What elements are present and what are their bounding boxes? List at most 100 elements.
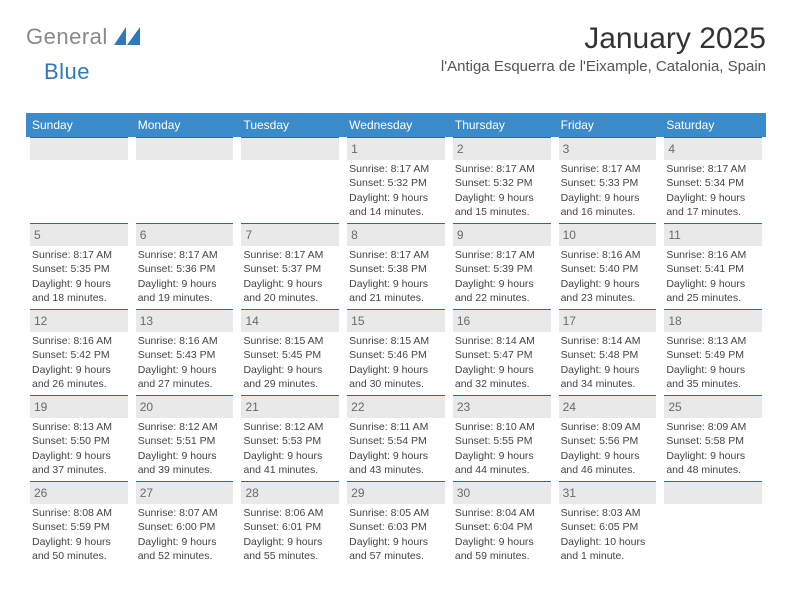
day-detail: Sunrise: 8:17 AMSunset: 5:32 PMDaylight:… <box>347 160 445 219</box>
daylight-text: Daylight: 9 hours and 26 minutes. <box>32 363 126 391</box>
day-number: 6 <box>136 223 234 246</box>
day-cell: 18Sunrise: 8:13 AMSunset: 5:49 PMDayligh… <box>660 309 766 395</box>
day-number: 8 <box>347 223 445 246</box>
daylight-text: Daylight: 9 hours and 30 minutes. <box>349 363 443 391</box>
sunrise-text: Sunrise: 8:17 AM <box>243 248 337 262</box>
sunset-text: Sunset: 6:01 PM <box>243 520 337 534</box>
weekday-header: Sunday <box>26 113 132 137</box>
day-cell: 5Sunrise: 8:17 AMSunset: 5:35 PMDaylight… <box>26 223 132 309</box>
sunrise-text: Sunrise: 8:09 AM <box>666 420 760 434</box>
day-cell: 14Sunrise: 8:15 AMSunset: 5:45 PMDayligh… <box>237 309 343 395</box>
day-cell: 23Sunrise: 8:10 AMSunset: 5:55 PMDayligh… <box>449 395 555 481</box>
weekday-header: Wednesday <box>343 113 449 137</box>
day-detail: Sunrise: 8:05 AMSunset: 6:03 PMDaylight:… <box>347 504 445 563</box>
sunrise-text: Sunrise: 8:17 AM <box>349 248 443 262</box>
day-detail: Sunrise: 8:17 AMSunset: 5:34 PMDaylight:… <box>664 160 762 219</box>
daylight-text: Daylight: 9 hours and 59 minutes. <box>455 535 549 563</box>
day-number: 14 <box>241 309 339 332</box>
week-row: 19 Sunrise: 8:13 AMSunset: 5:50 PM Dayligh… <box>26 395 766 481</box>
sunrise-text: Sunrise: 8:15 AM <box>349 334 443 348</box>
day-cell: 8Sunrise: 8:17 AMSunset: 5:38 PMDaylight… <box>343 223 449 309</box>
sunrise-text: Sunrise: 8:17 AM <box>561 162 655 176</box>
sunrise-text: Sunrise: 8:16 AM <box>138 334 232 348</box>
day-detail: Sunrise: 8:17 AMSunset: 5:32 PMDaylight:… <box>453 160 551 219</box>
day-number: 24 <box>559 395 657 418</box>
sunset-text: Sunset: 5:49 PM <box>666 348 760 362</box>
logo-triangle-icon <box>114 27 140 48</box>
sunrise-text: Sunrise: 8:16 AM <box>32 334 126 348</box>
week-row: 5Sunrise: 8:17 AMSunset: 5:35 PMDaylight… <box>26 223 766 309</box>
sunrise-text: Sunrise: 8:17 AM <box>138 248 232 262</box>
day-detail: Sunrise: 8:09 AMSunset: 5:58 PMDaylight:… <box>664 418 762 477</box>
day-number: 7 <box>241 223 339 246</box>
daylight-text: Daylight: 9 hours and 32 minutes. <box>455 363 549 391</box>
sunset-text: Sunset: 6:03 PM <box>349 520 443 534</box>
day-number: 2 <box>453 137 551 160</box>
sunset-text: Sunset: 5:51 PM <box>138 434 232 448</box>
day-cell: 21Sunrise: 8:12 AMSunset: 5:53 PMDayligh… <box>237 395 343 481</box>
day-detail: Sunrise: 8:17 AMSunset: 5:39 PMDaylight:… <box>453 246 551 305</box>
sunset-text: Sunset: 5:39 PM <box>455 262 549 276</box>
day-number: 23 <box>453 395 551 418</box>
sunset-text: Sunset: 5:36 PM <box>138 262 232 276</box>
day-cell: 15Sunrise: 8:15 AMSunset: 5:46 PMDayligh… <box>343 309 449 395</box>
day-detail: Sunrise: 8:15 AMSunset: 5:45 PMDaylight:… <box>241 332 339 391</box>
day-number: 15 <box>347 309 445 332</box>
sunset-text: Sunset: 5:38 PM <box>349 262 443 276</box>
sunrise-text: Sunrise: 8:14 AM <box>561 334 655 348</box>
daylight-text: Daylight: 9 hours and 16 minutes. <box>561 191 655 219</box>
sunset-text: Sunset: 5:50 PM <box>32 434 126 448</box>
day-detail: Sunrise: 8:14 AMSunset: 5:47 PMDaylight:… <box>453 332 551 391</box>
day-number <box>241 137 339 160</box>
week-row: 12Sunrise: 8:16 AMSunset: 5:42 PMDayligh… <box>26 309 766 395</box>
sunrise-text: Sunrise: 8:16 AM <box>666 248 760 262</box>
day-number: 1 <box>347 137 445 160</box>
day-detail: Sunrise: 8:13 AMSunset: 5:49 PMDaylight:… <box>664 332 762 391</box>
day-number: 22 <box>347 395 445 418</box>
sunset-text: Sunset: 6:05 PM <box>561 520 655 534</box>
sunset-text: Sunset: 5:32 PM <box>349 176 443 190</box>
day-number: 29 <box>347 481 445 504</box>
sunset-text: Sunset: 5:35 PM <box>32 262 126 276</box>
day-cell: 19Sunrise: 8:13 AMSunset: 5:50 PMDayligh… <box>26 395 132 481</box>
sunrise-text: Sunrise: 8:13 AM <box>32 420 126 434</box>
day-cell: 26Sunrise: 8:08 AMSunset: 5:59 PMDayligh… <box>26 481 132 567</box>
sunrise-text: Sunrise: 8:05 AM <box>349 506 443 520</box>
day-cell: 13Sunrise: 8:16 AMSunset: 5:43 PMDayligh… <box>132 309 238 395</box>
sunrise-text: Sunrise: 8:09 AM <box>561 420 655 434</box>
day-cell: 3Sunrise: 8:17 AMSunset: 5:33 PMDaylight… <box>555 137 661 223</box>
day-detail: Sunrise: 8:17 AMSunset: 5:36 PMDaylight:… <box>136 246 234 305</box>
day-number: 5 <box>30 223 128 246</box>
day-number: 27 <box>136 481 234 504</box>
logo: General <box>26 24 142 50</box>
daylight-text: Daylight: 9 hours and 46 minutes. <box>561 449 655 477</box>
day-detail: Sunrise: 8:12 AMSunset: 5:51 PMDaylight:… <box>136 418 234 477</box>
day-cell: 10Sunrise: 8:16 AMSunset: 5:40 PMDayligh… <box>555 223 661 309</box>
day-number <box>30 137 128 160</box>
day-cell: 25Sunrise: 8:09 AMSunset: 5:58 PMDayligh… <box>660 395 766 481</box>
day-number: 12 <box>30 309 128 332</box>
month-title: January 2025 <box>441 22 766 56</box>
day-detail: Sunrise: 8:12 AMSunset: 5:53 PMDaylight:… <box>241 418 339 477</box>
sunset-text: Sunset: 5:34 PM <box>666 176 760 190</box>
day-cell: 6Sunrise: 8:17 AMSunset: 5:36 PMDaylight… <box>132 223 238 309</box>
day-cell: 28Sunrise: 8:06 AMSunset: 6:01 PMDayligh… <box>237 481 343 567</box>
day-cell: 7Sunrise: 8:17 AMSunset: 5:37 PMDaylight… <box>237 223 343 309</box>
day-number: 19 <box>30 395 128 418</box>
daylight-text: Daylight: 9 hours and 44 minutes. <box>455 449 549 477</box>
sunset-text: Sunset: 5:53 PM <box>243 434 337 448</box>
day-cell: 20Sunrise: 8:12 AMSunset: 5:51 PMDayligh… <box>132 395 238 481</box>
sunset-text: Sunset: 5:56 PM <box>561 434 655 448</box>
sunset-text: Sunset: 6:04 PM <box>455 520 549 534</box>
sunrise-text: Sunrise: 8:11 AM <box>349 420 443 434</box>
daylight-text: Daylight: 9 hours and 43 minutes. <box>349 449 443 477</box>
daylight-text: Daylight: 9 hours and 25 minutes. <box>666 277 760 305</box>
day-detail: Sunrise: 8:15 AMSunset: 5:46 PMDaylight:… <box>347 332 445 391</box>
sunrise-text: Sunrise: 8:16 AM <box>561 248 655 262</box>
daylight-text: Daylight: 9 hours and 29 minutes. <box>243 363 337 391</box>
sunrise-text: Sunrise: 8:06 AM <box>243 506 337 520</box>
day-number: 13 <box>136 309 234 332</box>
sunrise-text: Sunrise: 8:17 AM <box>32 248 126 262</box>
sunset-text: Sunset: 6:00 PM <box>138 520 232 534</box>
day-cell <box>132 137 238 223</box>
